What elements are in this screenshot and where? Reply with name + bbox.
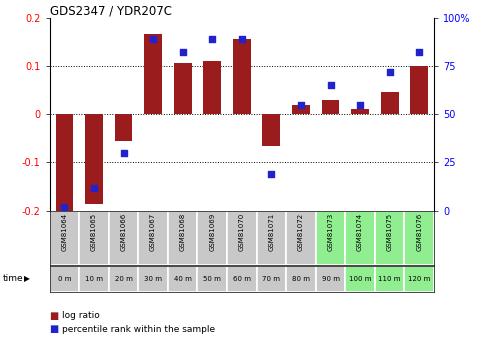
Text: 10 m: 10 m [85,276,103,282]
Bar [375,266,404,292]
Bar [286,266,316,292]
Bar [262,114,280,146]
Text: 80 m: 80 m [292,276,310,282]
Bar [56,114,73,211]
Bar [256,211,286,265]
Bar [381,92,398,114]
Text: GSM81070: GSM81070 [239,213,245,252]
Bar [410,66,428,114]
Bar [375,211,404,265]
Bar [351,109,369,114]
Bar [286,211,316,265]
Text: GSM81066: GSM81066 [121,213,126,252]
Bar [79,211,109,265]
Bar [138,266,168,292]
Point [267,171,275,177]
Bar [292,105,310,114]
Bar [197,211,227,265]
Text: 120 m: 120 m [408,276,431,282]
Bar [233,39,250,114]
Text: ■: ■ [50,311,59,321]
Text: GSM81075: GSM81075 [387,213,393,251]
Bar [50,266,79,292]
Point [297,102,305,107]
Bar [316,266,345,292]
Text: 40 m: 40 m [174,276,191,282]
Bar [79,266,109,292]
Point [61,204,68,210]
Bar [109,266,138,292]
Point [179,50,186,55]
Text: percentile rank within the sample: percentile rank within the sample [62,325,215,334]
Text: 110 m: 110 m [378,276,401,282]
Point [386,69,394,75]
Bar [115,114,132,141]
Bar [197,266,227,292]
Text: GSM81064: GSM81064 [62,213,67,251]
Text: GSM81069: GSM81069 [209,213,215,252]
Text: 90 m: 90 m [321,276,339,282]
Text: GSM81076: GSM81076 [416,213,422,252]
Point [149,36,157,42]
Text: 50 m: 50 m [203,276,221,282]
Bar [345,211,375,265]
Text: GSM81068: GSM81068 [180,213,186,252]
Bar [168,266,197,292]
Text: 20 m: 20 m [115,276,132,282]
Text: ▶: ▶ [24,274,30,283]
Point [238,36,246,42]
Text: 100 m: 100 m [349,276,372,282]
Text: GSM81071: GSM81071 [268,213,274,252]
Bar [168,211,197,265]
Bar [316,211,345,265]
Text: ■: ■ [50,325,59,334]
Bar [345,266,375,292]
Point [208,36,216,42]
Bar [144,34,162,114]
Text: 60 m: 60 m [233,276,251,282]
Text: GDS2347 / YDR207C: GDS2347 / YDR207C [50,4,172,18]
Bar [50,211,79,265]
Bar [109,211,138,265]
Bar [321,100,339,114]
Bar [404,211,434,265]
Text: GSM81072: GSM81072 [298,213,304,251]
Text: GSM81074: GSM81074 [357,213,363,251]
Bar [138,211,168,265]
Point [415,50,423,55]
Point [120,150,127,156]
Bar [227,266,256,292]
Bar [174,63,191,114]
Text: GSM81065: GSM81065 [91,213,97,251]
Text: 0 m: 0 m [58,276,71,282]
Text: 30 m: 30 m [144,276,162,282]
Text: 70 m: 70 m [262,276,280,282]
Point [356,102,364,107]
Bar [227,211,256,265]
Bar [404,266,434,292]
Bar [256,266,286,292]
Text: log ratio: log ratio [62,311,100,320]
Point [90,185,98,190]
Text: GSM81073: GSM81073 [327,213,333,252]
Text: GSM81067: GSM81067 [150,213,156,252]
Point [326,82,334,88]
Bar [203,61,221,114]
Bar [85,114,103,204]
Text: time: time [2,274,23,283]
